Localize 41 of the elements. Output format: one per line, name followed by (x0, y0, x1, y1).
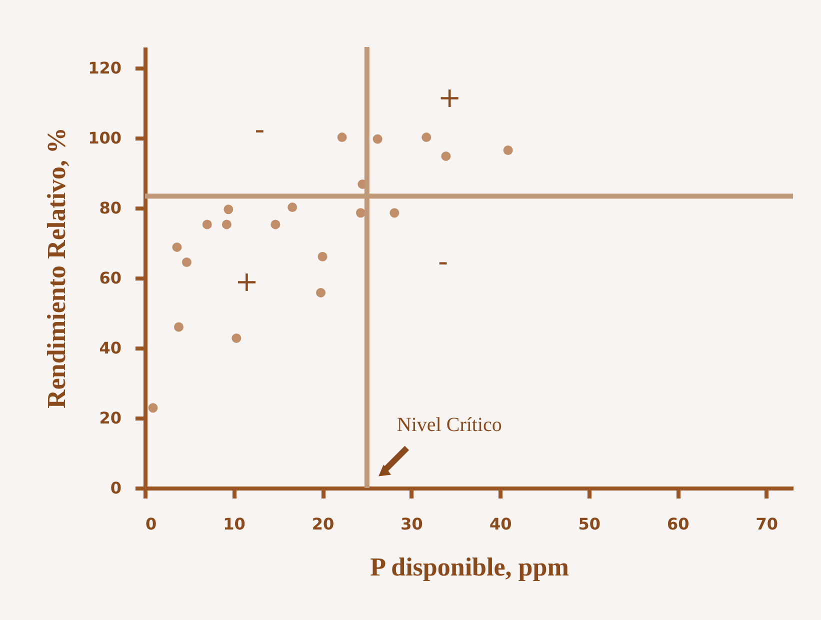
y-tick-label: 100 (88, 128, 122, 148)
x-tick-label: 30 (400, 514, 423, 534)
x-axis-title: P disponible, ppm (370, 552, 570, 582)
point (356, 208, 366, 218)
point (288, 202, 298, 212)
point (390, 208, 400, 218)
point (441, 151, 451, 161)
ref-line-label: Nivel Crítico (396, 414, 502, 436)
x-tick-label: 60 (666, 514, 690, 534)
annotation: + (438, 81, 462, 114)
point (270, 220, 280, 230)
y-tick-label: 0 (110, 478, 122, 498)
x-tick-label: 0 (146, 514, 157, 534)
point (148, 403, 158, 413)
y-tick-label: 40 (99, 338, 122, 358)
y-tick-label: 60 (99, 268, 122, 288)
x-tick-label: 70 (756, 514, 778, 534)
point (202, 220, 212, 230)
x-tick-label: 40 (489, 514, 512, 534)
point (232, 333, 242, 343)
x-tick-label: 50 (578, 514, 600, 534)
point (174, 322, 184, 332)
point (316, 288, 326, 298)
y-tick-label: 20 (99, 408, 122, 428)
point (422, 132, 432, 142)
point (224, 204, 234, 214)
annotation: - (438, 245, 448, 278)
y-tick-label: 120 (88, 58, 122, 78)
x-tick-label: 20 (312, 514, 334, 534)
point (172, 242, 182, 252)
point (503, 146, 513, 155)
y-axis-title: Rendimiento Relativo, % (42, 128, 72, 408)
annotation: - (254, 112, 265, 146)
point (222, 220, 232, 230)
point (318, 252, 328, 262)
annotation: + (235, 264, 258, 298)
y-tick-label: 80 (99, 198, 122, 218)
point (372, 134, 382, 144)
point (337, 132, 347, 142)
point (182, 258, 192, 267)
x-tick-label: 10 (223, 514, 246, 534)
